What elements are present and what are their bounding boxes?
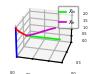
Legend: $X_{fx}$, $X_{tr}$: $X_{fx}$, $X_{tr}$: [58, 6, 78, 28]
